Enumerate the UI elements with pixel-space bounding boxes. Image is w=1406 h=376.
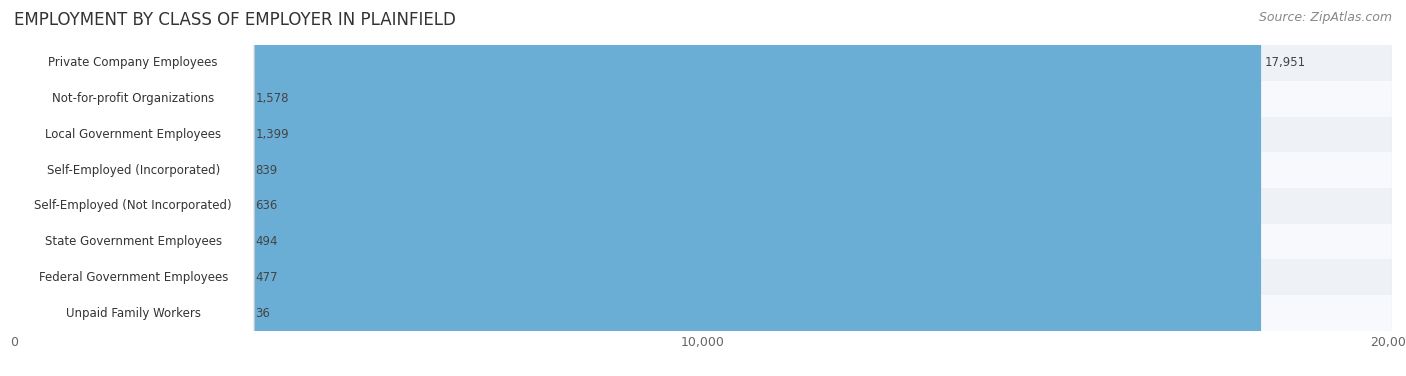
Text: 477: 477 — [256, 271, 278, 284]
FancyBboxPatch shape — [4, 0, 59, 376]
Text: Private Company Employees: Private Company Employees — [48, 56, 218, 70]
Text: 1,578: 1,578 — [256, 92, 288, 105]
Text: 636: 636 — [256, 199, 277, 212]
FancyBboxPatch shape — [13, 0, 254, 376]
FancyBboxPatch shape — [13, 0, 254, 376]
Bar — [14, 45, 1392, 81]
Text: 36: 36 — [256, 306, 270, 320]
Bar — [14, 259, 1392, 295]
FancyBboxPatch shape — [4, 0, 121, 376]
FancyBboxPatch shape — [4, 0, 69, 376]
Text: Self-Employed (Not Incorporated): Self-Employed (Not Incorporated) — [34, 199, 232, 212]
FancyBboxPatch shape — [13, 0, 254, 376]
Bar — [14, 295, 1392, 331]
Bar — [14, 81, 1392, 117]
FancyBboxPatch shape — [13, 0, 254, 376]
FancyBboxPatch shape — [4, 0, 1261, 376]
Text: Local Government Employees: Local Government Employees — [45, 128, 221, 141]
FancyBboxPatch shape — [13, 0, 254, 376]
Text: 494: 494 — [256, 235, 278, 248]
Bar — [14, 152, 1392, 188]
FancyBboxPatch shape — [4, 0, 82, 376]
Text: 1,399: 1,399 — [256, 128, 288, 141]
Text: State Government Employees: State Government Employees — [45, 235, 222, 248]
Bar — [14, 224, 1392, 259]
Text: 17,951: 17,951 — [1264, 56, 1306, 70]
Text: Federal Government Employees: Federal Government Employees — [38, 271, 228, 284]
Text: Self-Employed (Incorporated): Self-Employed (Incorporated) — [46, 164, 219, 177]
Text: Unpaid Family Workers: Unpaid Family Workers — [66, 306, 201, 320]
FancyBboxPatch shape — [13, 0, 254, 376]
FancyBboxPatch shape — [4, 0, 58, 376]
FancyBboxPatch shape — [13, 0, 254, 376]
Bar — [14, 117, 1392, 152]
FancyBboxPatch shape — [4, 0, 134, 376]
Text: EMPLOYMENT BY CLASS OF EMPLOYER IN PLAINFIELD: EMPLOYMENT BY CLASS OF EMPLOYER IN PLAIN… — [14, 11, 456, 29]
Text: Source: ZipAtlas.com: Source: ZipAtlas.com — [1258, 11, 1392, 24]
Text: 839: 839 — [256, 164, 277, 177]
FancyBboxPatch shape — [13, 0, 254, 376]
FancyBboxPatch shape — [4, 0, 27, 376]
Text: Not-for-profit Organizations: Not-for-profit Organizations — [52, 92, 214, 105]
Bar — [14, 188, 1392, 224]
